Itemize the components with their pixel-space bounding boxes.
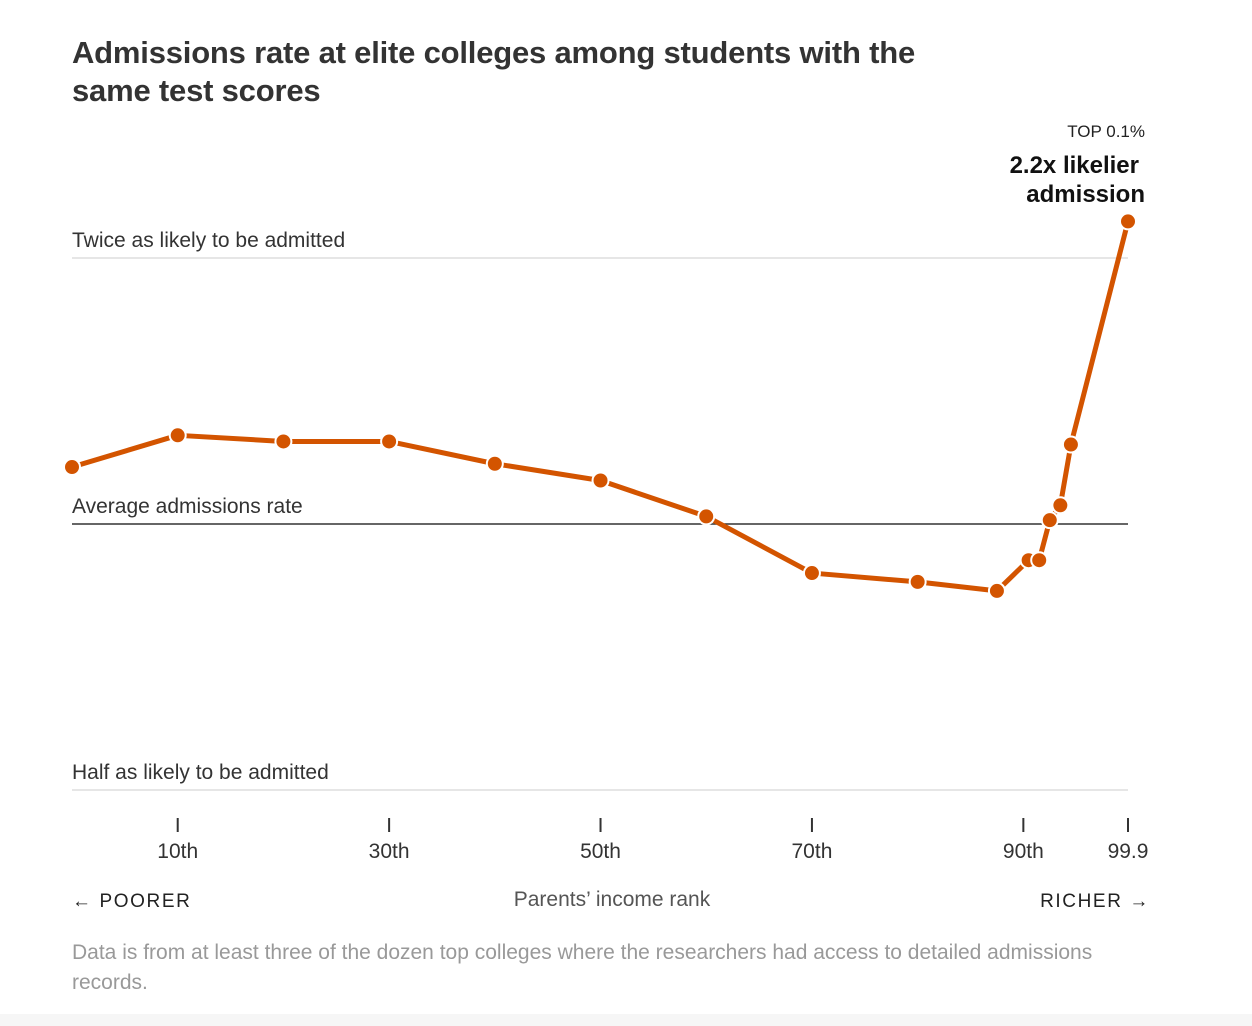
data-point-7 bbox=[802, 564, 821, 583]
data-point-0 bbox=[63, 458, 81, 477]
x-axis-title: Parents’ income rank bbox=[514, 888, 711, 911]
reference-lines: Twice as likely to be admitted Average ad… bbox=[72, 229, 1128, 791]
data-point-9 bbox=[987, 581, 1006, 600]
x-tick-label-0: 10th bbox=[157, 840, 198, 863]
annotation-kicker: TOP 0.1% bbox=[1067, 122, 1145, 141]
data-point-15 bbox=[1119, 212, 1137, 231]
reference-label-1: Average admissions rate bbox=[72, 495, 303, 518]
annotation-line-2: admission bbox=[1026, 181, 1145, 208]
data-point-5 bbox=[591, 471, 610, 490]
annotation-line-1: 2.2x likelier bbox=[1010, 152, 1139, 179]
data-point-14 bbox=[1061, 435, 1080, 454]
page-bottom-strip bbox=[0, 1014, 1252, 1026]
data-point-12 bbox=[1040, 511, 1059, 530]
data-point-1 bbox=[168, 426, 187, 445]
data-point-3 bbox=[380, 432, 399, 451]
series-line-0 bbox=[69, 218, 1131, 594]
x-left-direction-label: ← POORER bbox=[72, 891, 191, 912]
data-point-2 bbox=[274, 432, 293, 451]
data-point-13 bbox=[1051, 496, 1070, 515]
data-point-6 bbox=[697, 507, 716, 526]
reference-label-0: Twice as likely to be admitted bbox=[72, 229, 345, 252]
data-point-4 bbox=[485, 454, 504, 473]
chart-footnote: Data is from at least three of the dozen… bbox=[72, 941, 1093, 994]
x-axis-ticks: 10th 30th 50th 70th 90th 99.9 bbox=[157, 818, 1148, 863]
x-right-direction-label: RICHER → bbox=[1040, 891, 1150, 912]
x-tick-label-5: 99.9 bbox=[1108, 840, 1149, 863]
x-tick-label-4: 90th bbox=[1003, 840, 1044, 863]
data-point-11 bbox=[1030, 551, 1049, 570]
x-tick-label-2: 50th bbox=[580, 840, 621, 863]
x-tick-label-3: 70th bbox=[792, 840, 833, 863]
chart-title: Admissions rate at elite colleges among … bbox=[72, 35, 916, 108]
x-tick-label-1: 30th bbox=[369, 840, 410, 863]
series-layer bbox=[63, 212, 1137, 600]
reference-label-2: Half as likely to be admitted bbox=[72, 761, 329, 784]
data-point-8 bbox=[908, 572, 927, 591]
top-annotation: TOP 0.1% 2.2x likelier admission bbox=[1010, 122, 1145, 208]
